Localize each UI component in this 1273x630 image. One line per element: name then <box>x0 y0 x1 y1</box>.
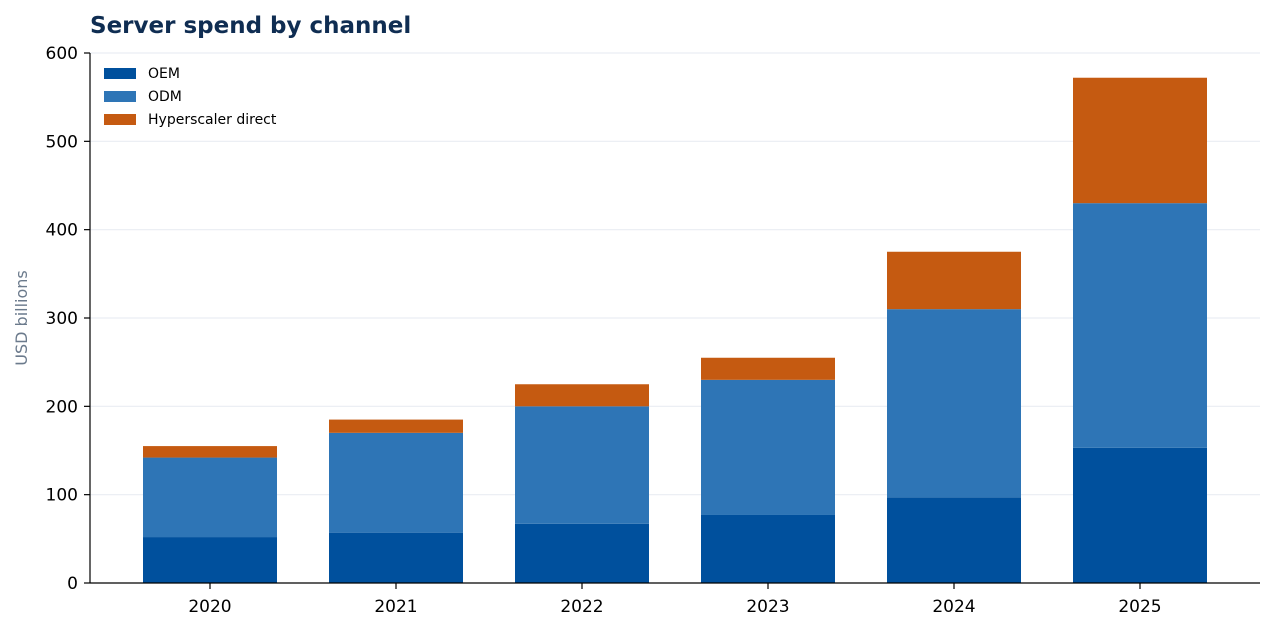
legend-label: Hyperscaler direct <box>148 112 277 128</box>
bar-oem-2024 <box>887 497 1021 583</box>
y-tick-label: 300 <box>46 309 78 329</box>
x-tick-label: 2020 <box>188 597 231 617</box>
y-tick-label: 400 <box>46 221 78 241</box>
legend: OEM ODM Hyperscaler direct <box>104 66 277 128</box>
bar-oem-2025 <box>1073 447 1207 583</box>
bar-odm-2023 <box>701 379 835 515</box>
bar-hyperscaler-direct-2020 <box>143 446 277 458</box>
bar-hyperscaler-direct-2023 <box>701 357 835 380</box>
bar-odm-2024 <box>887 309 1021 498</box>
x-tick-label: 2021 <box>374 597 417 617</box>
legend-swatch <box>104 68 136 79</box>
legend-swatch <box>104 91 136 102</box>
x-axis-ticks: 2020 2021 2022 2023 2024 2025 <box>188 583 1162 617</box>
x-tick-label: 2025 <box>1118 597 1161 617</box>
y-tick-label: 100 <box>46 486 78 506</box>
y-axis-label: USD billions <box>12 270 31 365</box>
bar-hyperscaler-direct-2021 <box>329 419 463 433</box>
legend-label: ODM <box>148 89 182 105</box>
legend-swatch <box>104 114 136 125</box>
bar-oem-2020 <box>143 537 277 583</box>
bar-hyperscaler-direct-2025 <box>1073 77 1207 204</box>
bar-odm-2021 <box>329 432 463 533</box>
bar-oem-2023 <box>701 514 835 583</box>
bar-oem-2021 <box>329 532 463 583</box>
gridlines <box>90 52 1260 496</box>
y-tick-label: 600 <box>46 44 78 64</box>
y-axis-ticks: 0 100 200 300 400 500 600 <box>46 44 90 594</box>
legend-label: OEM <box>148 66 180 82</box>
x-tick-label: 2024 <box>932 597 975 617</box>
bar-odm-2022 <box>515 406 649 524</box>
x-tick-label: 2023 <box>746 597 789 617</box>
bar-odm-2025 <box>1073 203 1207 448</box>
x-tick-label: 2022 <box>560 597 603 617</box>
y-tick-label: 200 <box>46 397 78 417</box>
bar-oem-2022 <box>515 523 649 583</box>
chart-title: Server spend by channel <box>90 13 411 39</box>
y-tick-label: 500 <box>46 132 78 152</box>
bar-hyperscaler-direct-2024 <box>887 251 1021 310</box>
y-tick-label: 0 <box>67 574 78 594</box>
bars <box>143 77 1207 583</box>
bar-hyperscaler-direct-2022 <box>515 384 649 407</box>
bar-odm-2020 <box>143 457 277 538</box>
